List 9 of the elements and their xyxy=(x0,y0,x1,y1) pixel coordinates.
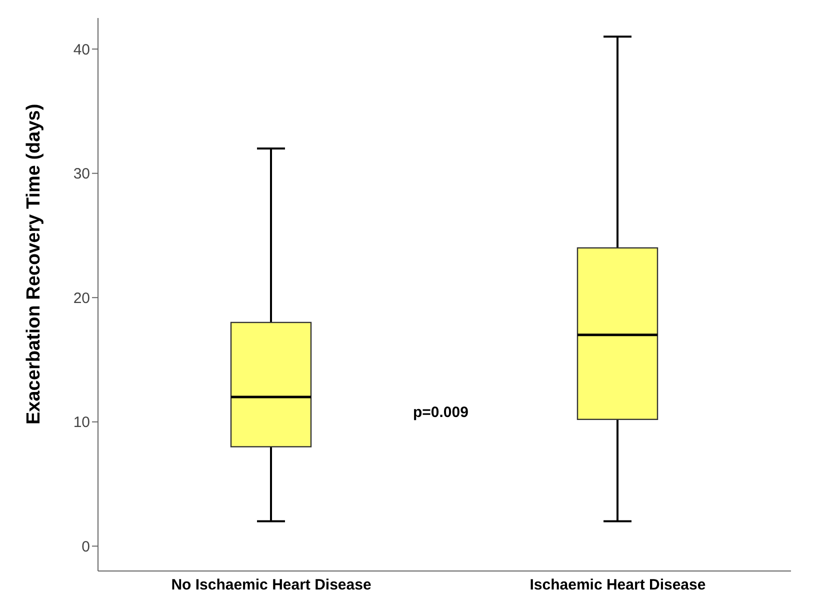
y-tick-label: 30 xyxy=(73,166,90,183)
x-tick-label: Ischaemic Heart Disease xyxy=(530,576,706,594)
annotation: p=0.009 xyxy=(413,404,468,421)
y-tick-label: 40 xyxy=(73,41,90,58)
y-tick-label: 20 xyxy=(73,290,90,307)
x-tick-label: No Ischaemic Heart Disease xyxy=(171,576,372,594)
y-tick-label: 0 xyxy=(82,538,90,556)
y-tick-label: 10 xyxy=(73,414,90,432)
y-axis-title: Exacerbation Recovery Time (days) xyxy=(24,104,45,424)
